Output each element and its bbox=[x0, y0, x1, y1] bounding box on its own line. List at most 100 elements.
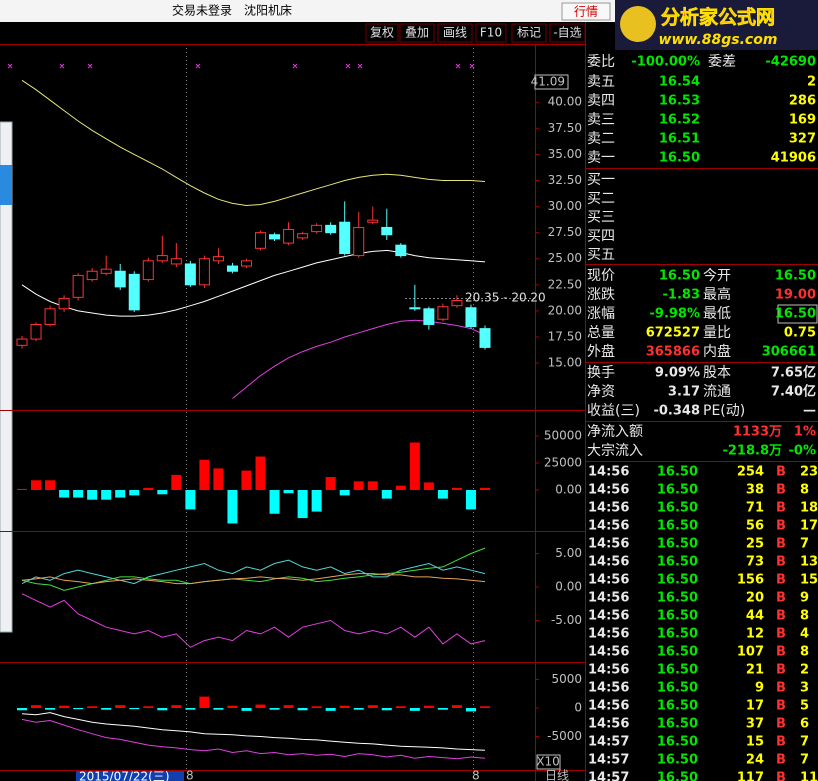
tick-count: 7 bbox=[800, 537, 809, 552]
bar bbox=[381, 708, 392, 711]
bar bbox=[227, 705, 238, 709]
bar bbox=[255, 456, 266, 490]
tick-count: 2 bbox=[800, 663, 809, 678]
frame bbox=[0, 22, 818, 781]
candle-body bbox=[16, 338, 28, 346]
toolbar-button[interactable] bbox=[549, 23, 586, 43]
tick-volume: 37 bbox=[746, 717, 764, 732]
tick-count: 7 bbox=[800, 735, 809, 750]
stat-value: 0.75 bbox=[784, 326, 816, 341]
bar bbox=[269, 708, 280, 710]
toolbar-label[interactable]: F10 bbox=[480, 26, 502, 40]
candle-body bbox=[423, 308, 435, 325]
bar bbox=[325, 708, 336, 711]
toolbar-button[interactable] bbox=[437, 23, 473, 43]
tick-volume: 12 bbox=[746, 627, 764, 642]
tick-price: 16.50 bbox=[657, 519, 698, 534]
ask-price: 16.51 bbox=[659, 132, 700, 147]
tick-time: 14:56 bbox=[588, 501, 629, 516]
bar bbox=[269, 489, 280, 514]
candle-body bbox=[381, 226, 393, 236]
toolbar-label[interactable]: 画线 bbox=[443, 26, 467, 40]
finance-label: 流通 bbox=[703, 384, 731, 400]
finance-value: 3.17 bbox=[668, 385, 700, 400]
y-tick-label: 50000 bbox=[544, 428, 582, 442]
finance-label: 收益(三) bbox=[587, 403, 640, 419]
stat-label: 总量 bbox=[587, 325, 615, 341]
candle-body bbox=[409, 307, 421, 310]
stat-label: 最低 bbox=[703, 306, 731, 322]
bar bbox=[325, 477, 336, 490]
bar bbox=[437, 708, 448, 710]
bar bbox=[59, 705, 70, 709]
tick-volume: 73 bbox=[746, 555, 764, 570]
toolbar-button[interactable] bbox=[475, 23, 507, 43]
tick-count: 13 bbox=[800, 555, 818, 570]
tick-time: 14:56 bbox=[588, 537, 629, 552]
candle-body bbox=[184, 263, 196, 286]
toolbar-button[interactable] bbox=[365, 23, 399, 43]
bar bbox=[73, 708, 84, 710]
flow-value: -218.8万 bbox=[722, 444, 782, 459]
line bbox=[21, 79, 486, 207]
tick-volume: 56 bbox=[746, 519, 764, 534]
tick-volume: 107 bbox=[737, 645, 764, 660]
quote-button[interactable] bbox=[561, 2, 611, 21]
bar bbox=[241, 470, 252, 490]
toolbar-label[interactable]: 复权 bbox=[370, 26, 394, 40]
quote-button-label[interactable]: 行情 bbox=[574, 5, 598, 19]
ask-label: 卖一 bbox=[587, 150, 615, 166]
toolbar-button[interactable] bbox=[511, 23, 547, 43]
quote-label: 委比 bbox=[587, 54, 615, 70]
tick-price: 16.50 bbox=[657, 555, 698, 570]
tick-volume: 44 bbox=[746, 609, 764, 624]
stat-value: 16.50 bbox=[775, 269, 816, 284]
y-tick-label: 25.00 bbox=[548, 251, 582, 265]
tick-time: 14:56 bbox=[588, 483, 629, 498]
date-box bbox=[76, 771, 184, 781]
toolbar-label[interactable]: 标记 bbox=[517, 26, 541, 40]
candle-body bbox=[437, 306, 449, 320]
finance-value: 7.65亿 bbox=[771, 365, 816, 381]
bar bbox=[157, 708, 168, 711]
bar bbox=[129, 489, 140, 496]
toolbar-label[interactable]: -自选 bbox=[553, 26, 581, 40]
tick-side: B bbox=[776, 573, 786, 588]
tick-side: B bbox=[776, 645, 786, 660]
line bbox=[21, 718, 486, 760]
candle-body bbox=[395, 244, 407, 257]
tick-side: B bbox=[776, 537, 786, 552]
annotation: 20.35 - 20.20 bbox=[465, 291, 546, 305]
bid-label: 买一 bbox=[587, 172, 615, 188]
tick-side: B bbox=[776, 555, 786, 570]
stat-value: 16.50 bbox=[659, 269, 700, 284]
bar bbox=[185, 489, 196, 510]
y-tick-label: 40.00 bbox=[548, 95, 582, 109]
line bbox=[232, 319, 486, 399]
candle-body bbox=[156, 255, 168, 262]
toolbar-label[interactable]: 叠加 bbox=[405, 26, 429, 40]
tick-time: 14:56 bbox=[588, 555, 629, 570]
tick-volume: 15 bbox=[746, 735, 764, 750]
bar bbox=[101, 489, 112, 500]
tick-time: 14:57 bbox=[588, 771, 629, 781]
tick-time: 14:56 bbox=[588, 519, 629, 534]
y-tick-label: 5000 bbox=[551, 672, 582, 686]
date-label: 2015/07/22(三) bbox=[79, 770, 170, 781]
tick-price: 16.50 bbox=[657, 501, 698, 516]
bar bbox=[395, 706, 406, 709]
bar bbox=[367, 705, 378, 709]
y-tick-label: 22.50 bbox=[548, 277, 582, 291]
candle-body bbox=[72, 274, 84, 298]
candle-body bbox=[114, 270, 126, 288]
bar bbox=[409, 442, 420, 490]
toolbar-button[interactable] bbox=[399, 23, 435, 43]
bar bbox=[31, 705, 42, 709]
bar bbox=[115, 489, 126, 498]
tick-price: 16.50 bbox=[657, 609, 698, 624]
bid-label: 买四 bbox=[587, 228, 615, 244]
ask-label: 卖二 bbox=[587, 131, 615, 147]
tick-count: 18 bbox=[800, 501, 818, 516]
